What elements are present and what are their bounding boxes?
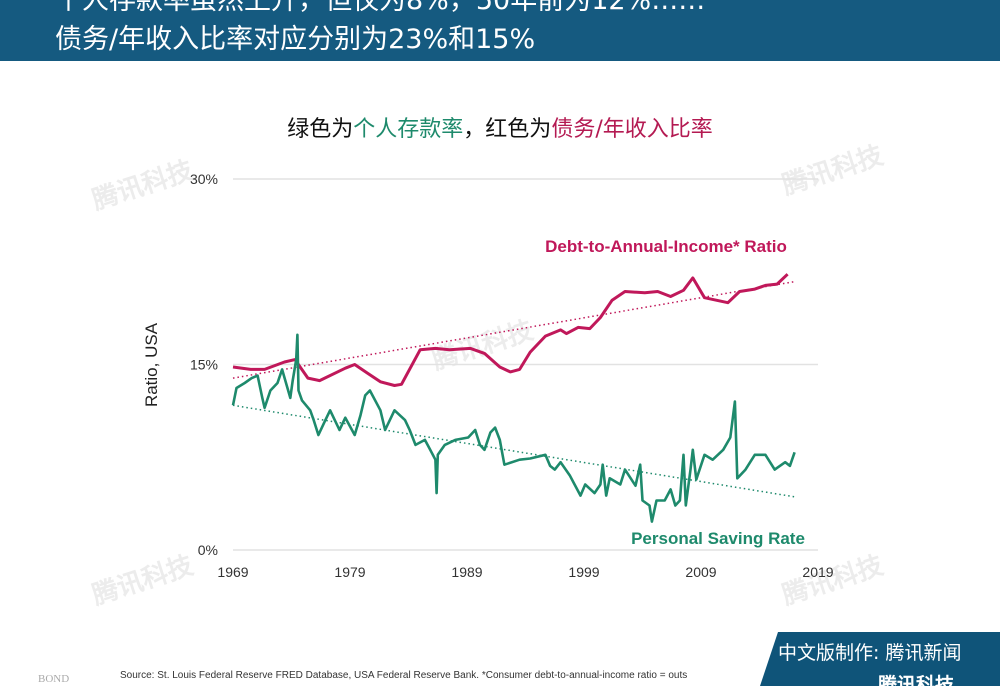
series-label-saving: Personal Saving Rate — [631, 529, 805, 548]
subtitle-red-text: 债务/年收入比率 — [551, 117, 713, 142]
saving-trend-line — [232, 404, 795, 498]
banner-line-1: 中文版制作: 腾讯新闻 — [778, 642, 962, 664]
y-tick-label: 15% — [190, 357, 218, 373]
x-tick-label: 1979 — [334, 564, 365, 580]
subtitle-part: 绿色为 — [287, 117, 354, 142]
header-line-2: 债务/年收入比率对应分别为23%和15% — [55, 24, 536, 55]
debt-series-line — [232, 273, 789, 387]
y-tick-label: 30% — [190, 171, 218, 187]
saving-series-line — [231, 333, 796, 523]
banner-line-2: 腾讯科技 — [878, 674, 955, 696]
bond-logo: BOND — [38, 673, 70, 685]
header-banner: 个人存款率虽然上升，但仅为8%，50年前为12%…… 债务/年收入比率对应分别为… — [0, 0, 1000, 61]
y-axis-label: Ratio, USA — [142, 322, 161, 407]
y-tick-label: 0% — [198, 542, 218, 558]
subtitle-part: ，红色为 — [463, 117, 552, 142]
x-tick-label: 2009 — [685, 564, 716, 580]
subtitle-green-text: 个人存款率 — [353, 117, 464, 142]
header-line-1: 个人存款率虽然上升，但仅为8%，50年前为12%…… — [55, 0, 706, 16]
chart-subtitle: 绿色为个人存款率，红色为债务/年收入比率 — [0, 111, 1000, 143]
x-tick-label: 1999 — [568, 564, 599, 580]
debt-trend-line — [232, 280, 795, 379]
x-tick-label: 1989 — [451, 564, 482, 580]
x-tick-label: 1969 — [217, 564, 248, 580]
series-label-debt: Debt-to-Annual-Income* Ratio — [545, 237, 787, 256]
producer-banner: 中文版制作: 腾讯新闻 腾讯科技 — [760, 632, 1000, 686]
x-tick-label: 2019 — [802, 564, 833, 580]
source-note: Source: St. Louis Federal Reserve FRED D… — [120, 670, 688, 681]
